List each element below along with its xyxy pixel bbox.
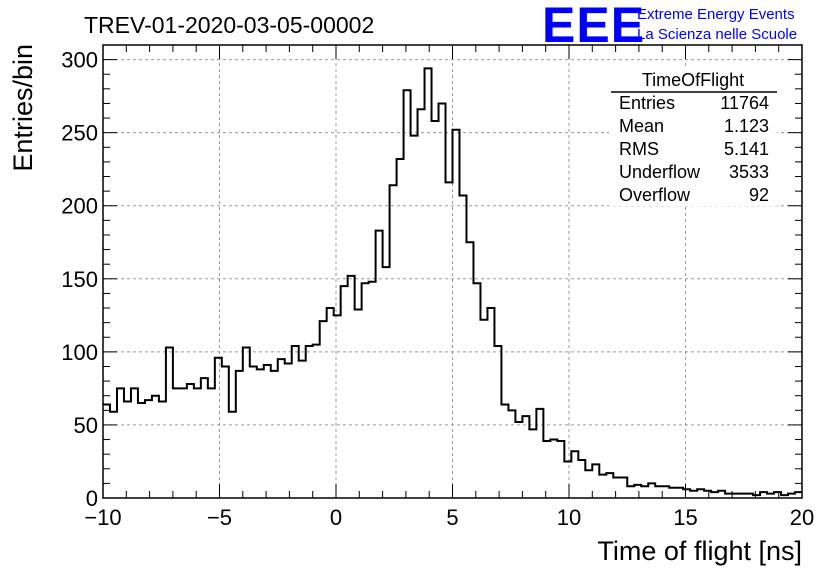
grid-lines [103, 45, 802, 498]
x-tick-labels: −10 −5 0 5 10 15 20 [84, 505, 814, 530]
x-tick-label-1: −5 [207, 505, 232, 530]
axis-ticks [102, 44, 803, 499]
stats-value-entries: 11764 [720, 93, 769, 113]
stats-label-overflow: Overflow [619, 185, 691, 205]
stats-title: TimeOfFlight [642, 70, 744, 90]
x-tick-label-2: 0 [330, 505, 342, 530]
x-tick-label-6: 20 [790, 505, 814, 530]
stats-box: TimeOfFlight Entries 11764 Mean 1.123 RM… [609, 66, 777, 206]
stats-label-underflow: Underflow [619, 162, 701, 182]
eee-logo: EEE [542, 0, 645, 53]
stats-label-mean: Mean [619, 116, 664, 136]
y-tick-label-4: 200 [61, 194, 98, 219]
y-tick-label-2: 100 [61, 340, 98, 365]
y-tick-label-5: 250 [61, 121, 98, 146]
run-title: TREV-01-2020-03-05-00002 [84, 12, 374, 38]
brand-line-2: La Scienza nelle Scuole [637, 26, 797, 43]
stats-label-entries: Entries [619, 93, 675, 113]
x-tick-label-4: 10 [557, 505, 581, 530]
y-tick-label-1: 50 [74, 413, 98, 438]
y-tick-label-3: 150 [61, 267, 98, 292]
brand-line-1: Extreme Energy Events [637, 6, 795, 23]
stats-label-rms: RMS [619, 139, 659, 159]
stats-value-overflow: 92 [749, 185, 769, 205]
stats-value-rms: 5.141 [724, 139, 769, 159]
stats-value-underflow: 3533 [729, 162, 769, 182]
stats-value-mean: 1.123 [724, 116, 769, 136]
x-axis-title: Time of flight [ns] [597, 536, 802, 566]
y-tick-label-6: 300 [61, 48, 98, 73]
y-tick-label-0: 0 [86, 486, 98, 511]
x-tick-label-0: −10 [84, 505, 121, 530]
x-tick-label-5: 15 [673, 505, 697, 530]
y-axis-title: Entries/bin [8, 44, 38, 172]
y-tick-labels: 0 50 100 150 200 250 300 [61, 48, 98, 511]
x-tick-label-3: 5 [446, 505, 458, 530]
histogram-line [103, 67, 802, 497]
